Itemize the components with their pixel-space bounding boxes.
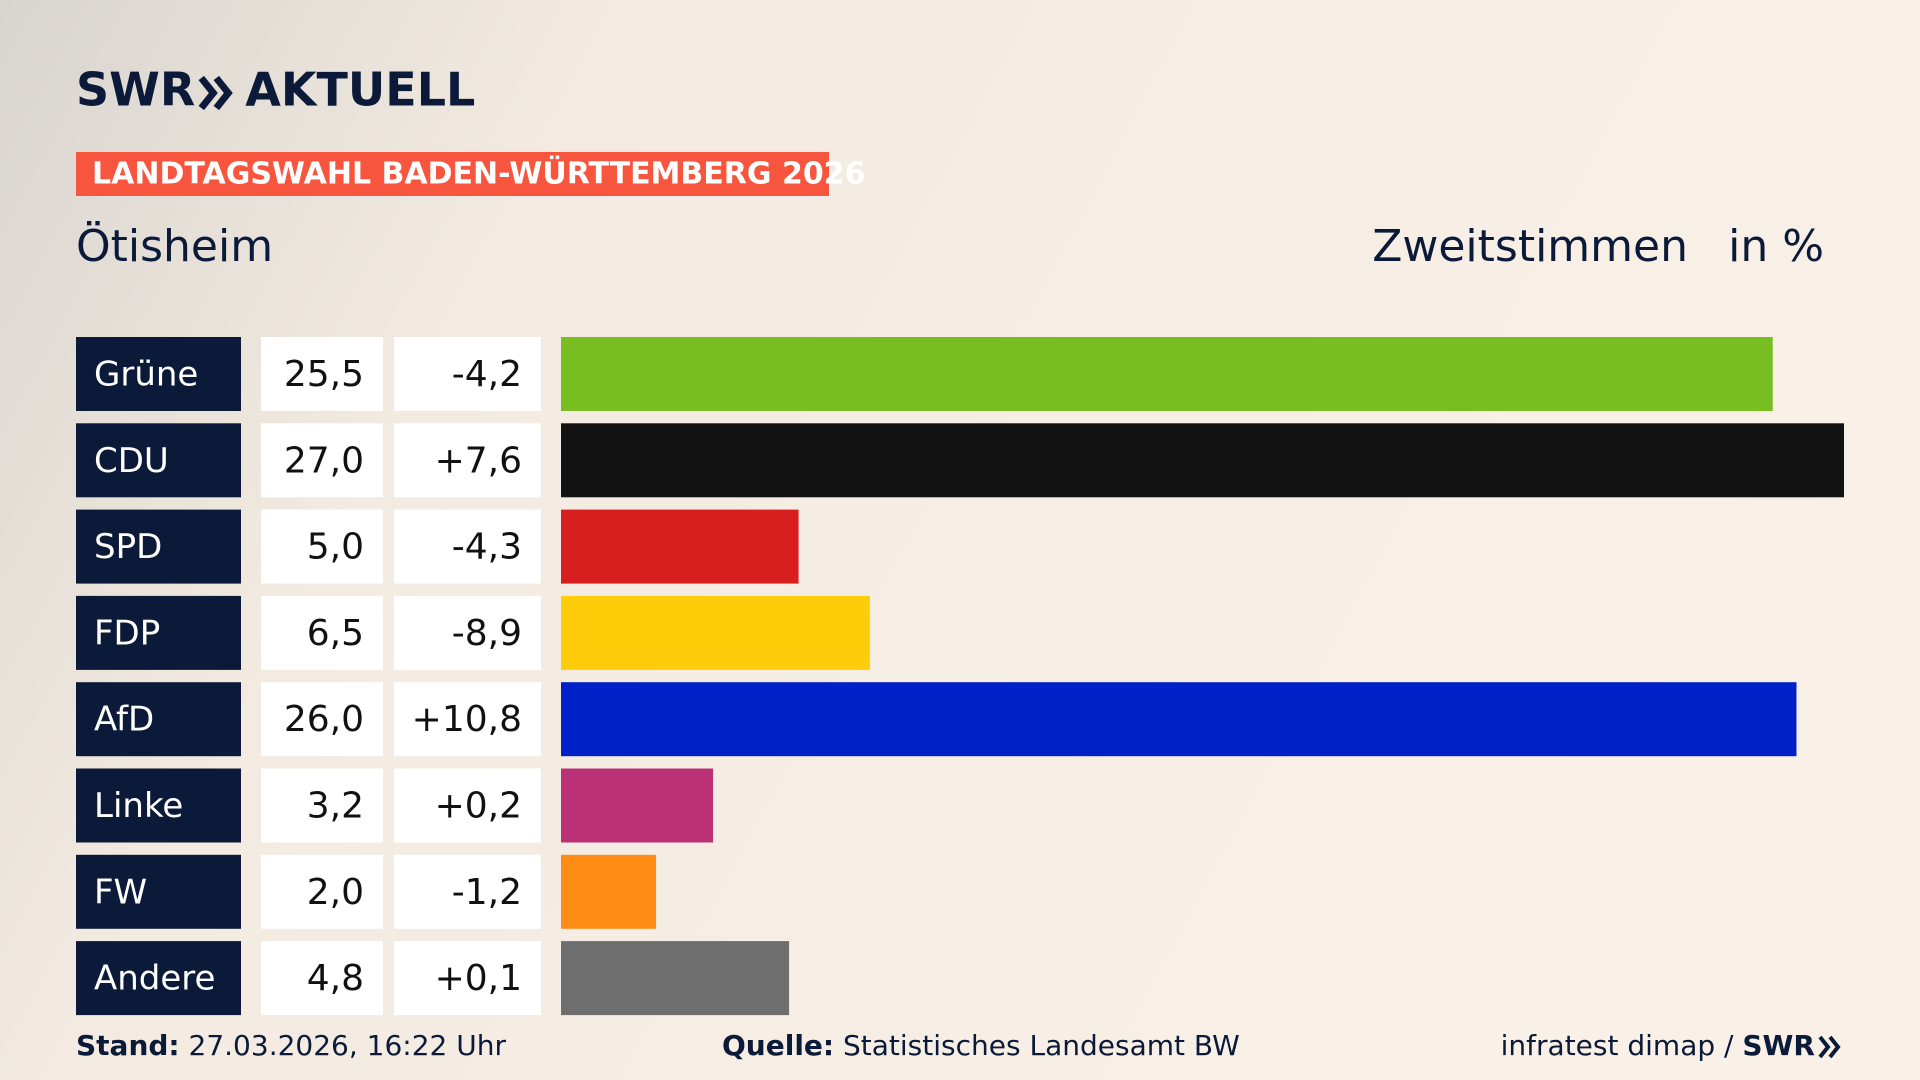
- unit: in %: [1728, 221, 1824, 272]
- party-box: [76, 941, 241, 1016]
- change-box: [394, 768, 541, 843]
- change-label: -4,3: [452, 527, 522, 568]
- party-label: SPD: [94, 527, 162, 567]
- value-box: [261, 595, 383, 670]
- change-label: -8,9: [452, 613, 522, 654]
- value-box: [261, 768, 383, 843]
- change-label: -1,2: [452, 872, 522, 913]
- value-box: [261, 509, 383, 584]
- value-label: 4,8: [307, 958, 364, 999]
- party-label: Andere: [94, 959, 215, 999]
- value-box: [261, 423, 383, 498]
- change-label: +0,2: [435, 786, 522, 827]
- change-box: [394, 682, 541, 757]
- party-box: [76, 595, 241, 670]
- bar: [561, 509, 799, 584]
- stand-value: 27.03.2026, 16:22 Uhr: [189, 1029, 507, 1062]
- banner-box: [76, 152, 829, 196]
- party-label: CDU: [94, 441, 169, 481]
- bar: [561, 423, 1844, 498]
- bar: [561, 337, 1773, 411]
- party-box: [76, 768, 241, 843]
- change-box: [394, 423, 541, 498]
- change-box: [394, 941, 541, 1016]
- party-box: [76, 509, 241, 584]
- source: Quelle: Statistisches Landesamt BW: [722, 1029, 1240, 1062]
- credit-brand: SWR: [1742, 1029, 1815, 1062]
- party-box: [76, 682, 241, 757]
- party-label: FW: [94, 872, 147, 912]
- credit-chevrons: [1818, 1035, 1841, 1059]
- credit-text: infratest dimap /: [1501, 1029, 1734, 1062]
- party-label: Grüne: [94, 355, 198, 395]
- change-label: +7,6: [435, 440, 522, 481]
- value-label: 6,5: [307, 613, 364, 654]
- stand: Stand: 27.03.2026, 16:22 Uhr: [76, 1029, 506, 1062]
- brand-sub: AKTUELL: [245, 63, 475, 117]
- chart-title: Ötisheim: [76, 220, 273, 272]
- value-label: 27,0: [284, 440, 364, 481]
- source-value: Statistisches Landesamt BW: [843, 1029, 1240, 1062]
- bar: [561, 595, 870, 670]
- change-label: +10,8: [412, 699, 522, 740]
- party-label: Linke: [94, 786, 183, 826]
- banner: LANDTAGSWAHL BADEN-WÜRTTEMBERG 2026: [92, 155, 865, 192]
- change-label: +0,1: [435, 958, 522, 999]
- change-box: [394, 854, 541, 929]
- party-label: FDP: [94, 613, 160, 653]
- party-box: [76, 423, 241, 498]
- change-label: -4,2: [452, 354, 522, 395]
- credit: infratest dimap / SWR: [1501, 1029, 1815, 1062]
- source-label: Quelle:: [722, 1029, 834, 1062]
- value-box: [261, 682, 383, 757]
- brand-chevrons: [198, 75, 233, 111]
- value-label: 3,2: [307, 786, 364, 827]
- bar: [561, 682, 1797, 757]
- value-box: [261, 854, 383, 929]
- bar: [561, 941, 790, 1016]
- bar: [561, 768, 714, 843]
- value-box: [261, 941, 383, 1016]
- change-box: [394, 337, 541, 411]
- change-box: [394, 509, 541, 584]
- stand-label: Stand:: [76, 1029, 180, 1062]
- value-box: [261, 337, 383, 411]
- value-label: 5,0: [307, 527, 364, 568]
- measure: Zweitstimmen: [1372, 221, 1688, 272]
- party-box: [76, 854, 241, 929]
- value-label: 26,0: [284, 699, 364, 740]
- value-label: 2,0: [307, 872, 364, 913]
- party-box: [76, 337, 241, 411]
- change-box: [394, 595, 541, 670]
- bar: [561, 854, 657, 929]
- brand: SWR: [76, 63, 195, 117]
- value-label: 25,5: [284, 354, 364, 395]
- party-label: AfD: [94, 700, 154, 740]
